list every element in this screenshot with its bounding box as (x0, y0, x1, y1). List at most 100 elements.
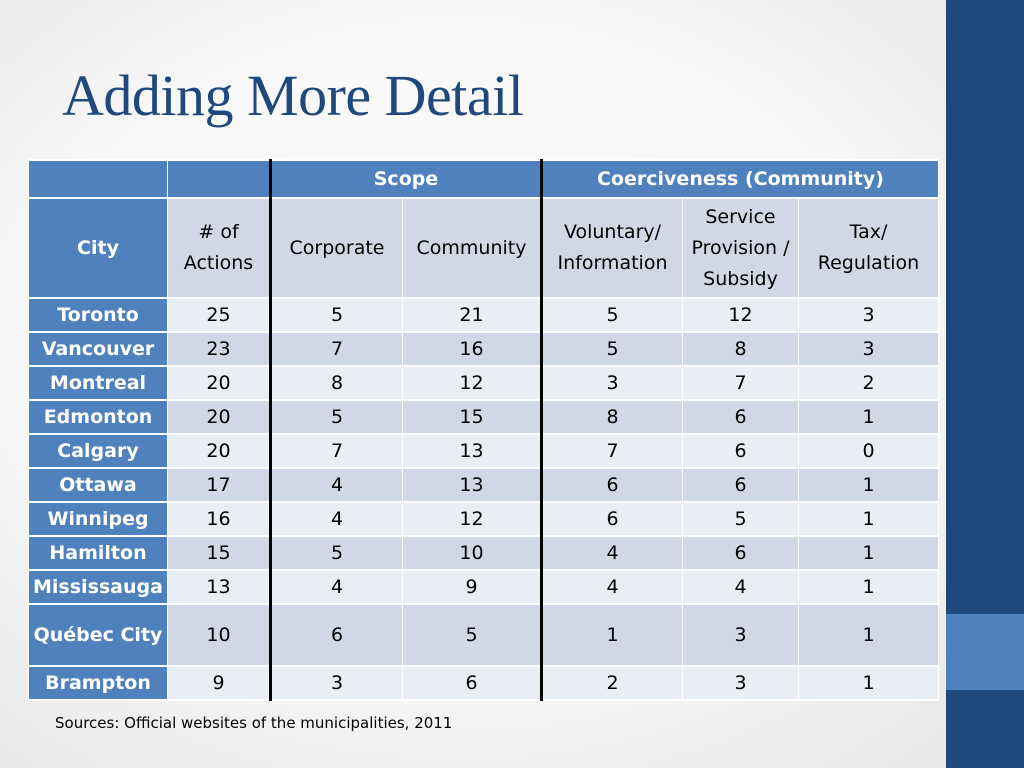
sources-note: Sources: Official websites of the munici… (55, 714, 453, 732)
service-cell: 12 (682, 297, 799, 333)
tax-cell: 1 (798, 501, 939, 537)
table-row: Winnipeg 16 4 12 6 5 1 (28, 501, 939, 537)
city-column-header: City (28, 197, 168, 299)
tax-cell: 1 (798, 535, 939, 571)
city-cell: Vancouver (28, 331, 168, 367)
city-cell: Montreal (28, 365, 168, 401)
voluntary-cell: 4 (540, 535, 683, 571)
community-cell: 10 (402, 535, 542, 571)
city-cell: Québec City (28, 603, 168, 667)
voluntary-cell: 2 (540, 665, 683, 701)
data-table: Scope Coerciveness (Community) City # of… (28, 159, 939, 701)
actions-cell: 25 (167, 297, 271, 333)
community-column-header: Community (402, 197, 542, 299)
actions-cell: 15 (167, 535, 271, 571)
table-row: Ottawa 17 4 13 6 6 1 (28, 467, 939, 503)
actions-cell: 20 (167, 365, 271, 401)
actions-cell: 9 (167, 665, 271, 701)
tax-cell: 1 (798, 665, 939, 701)
actions-cell: 23 (167, 331, 271, 367)
group-header-row: Scope Coerciveness (Community) (28, 159, 939, 199)
service-cell: 4 (682, 569, 799, 605)
voluntary-cell: 7 (540, 433, 683, 469)
voluntary-cell: 4 (540, 569, 683, 605)
city-cell: Winnipeg (28, 501, 168, 537)
corporate-column-header: Corporate (269, 197, 403, 299)
tax-cell: 2 (798, 365, 939, 401)
service-column-header: Service Provision / Subsidy (682, 197, 799, 299)
community-cell: 9 (402, 569, 542, 605)
voluntary-cell: 6 (540, 501, 683, 537)
community-cell: 15 (402, 399, 542, 435)
actions-cell: 16 (167, 501, 271, 537)
voluntary-cell: 5 (540, 297, 683, 333)
service-cell: 6 (682, 433, 799, 469)
actions-cell: 13 (167, 569, 271, 605)
community-cell: 12 (402, 365, 542, 401)
voluntary-cell: 3 (540, 365, 683, 401)
service-cell: 6 (682, 467, 799, 503)
service-cell: 7 (682, 365, 799, 401)
service-cell: 3 (682, 603, 799, 667)
table-row: Hamilton 15 5 10 4 6 1 (28, 535, 939, 571)
corporate-cell: 7 (269, 433, 403, 469)
header-blank-city (28, 159, 168, 199)
city-cell: Calgary (28, 433, 168, 469)
community-cell: 13 (402, 433, 542, 469)
table-row: Edmonton 20 5 15 8 6 1 (28, 399, 939, 435)
voluntary-column-header: Voluntary/ Information (540, 197, 683, 299)
community-cell: 13 (402, 467, 542, 503)
city-cell: Toronto (28, 297, 168, 333)
column-header-row: City # of Actions Corporate Community Vo… (28, 197, 939, 299)
voluntary-cell: 5 (540, 331, 683, 367)
tax-cell: 1 (798, 467, 939, 503)
corporate-cell: 6 (269, 603, 403, 667)
corporate-cell: 5 (269, 399, 403, 435)
coerciveness-header: Coerciveness (Community) (540, 159, 939, 199)
corporate-cell: 4 (269, 467, 403, 503)
actions-cell: 20 (167, 399, 271, 435)
table-row: Calgary 20 7 13 7 6 0 (28, 433, 939, 469)
community-cell: 12 (402, 501, 542, 537)
community-cell: 21 (402, 297, 542, 333)
tax-cell: 1 (798, 603, 939, 667)
tax-cell: 1 (798, 569, 939, 605)
city-cell: Mississauga (28, 569, 168, 605)
actions-column-header: # of Actions (167, 197, 271, 299)
tax-cell: 3 (798, 297, 939, 333)
table-body: Toronto 25 5 21 5 12 3 Vancouver 23 7 16 5 8 3 Montrea… (28, 297, 939, 701)
corporate-cell: 5 (269, 297, 403, 333)
actions-cell: 17 (167, 467, 271, 503)
header-blank-actions (167, 159, 271, 199)
table-row: Vancouver 23 7 16 5 8 3 (28, 331, 939, 367)
corporate-cell: 4 (269, 501, 403, 537)
corporate-cell: 5 (269, 535, 403, 571)
corporate-cell: 4 (269, 569, 403, 605)
service-cell: 5 (682, 501, 799, 537)
tax-cell: 3 (798, 331, 939, 367)
tax-cell: 0 (798, 433, 939, 469)
community-cell: 16 (402, 331, 542, 367)
service-cell: 6 (682, 535, 799, 571)
city-cell: Ottawa (28, 467, 168, 503)
service-cell: 6 (682, 399, 799, 435)
table-row: Toronto 25 5 21 5 12 3 (28, 297, 939, 333)
table-row: Brampton 9 3 6 2 3 1 (28, 665, 939, 701)
community-cell: 5 (402, 603, 542, 667)
actions-cell: 10 (167, 603, 271, 667)
tax-cell: 1 (798, 399, 939, 435)
scope-header: Scope (269, 159, 542, 199)
city-cell: Brampton (28, 665, 168, 701)
corporate-cell: 7 (269, 331, 403, 367)
voluntary-cell: 8 (540, 399, 683, 435)
corporate-cell: 8 (269, 365, 403, 401)
service-cell: 3 (682, 665, 799, 701)
table-row: Québec City 10 6 5 1 3 1 (28, 603, 939, 667)
service-cell: 8 (682, 331, 799, 367)
voluntary-cell: 1 (540, 603, 683, 667)
tax-column-header: Tax/ Regulation (798, 197, 939, 299)
city-cell: Hamilton (28, 535, 168, 571)
table-row: Montreal 20 8 12 3 7 2 (28, 365, 939, 401)
community-cell: 6 (402, 665, 542, 701)
sidebar-accent (946, 614, 1024, 690)
